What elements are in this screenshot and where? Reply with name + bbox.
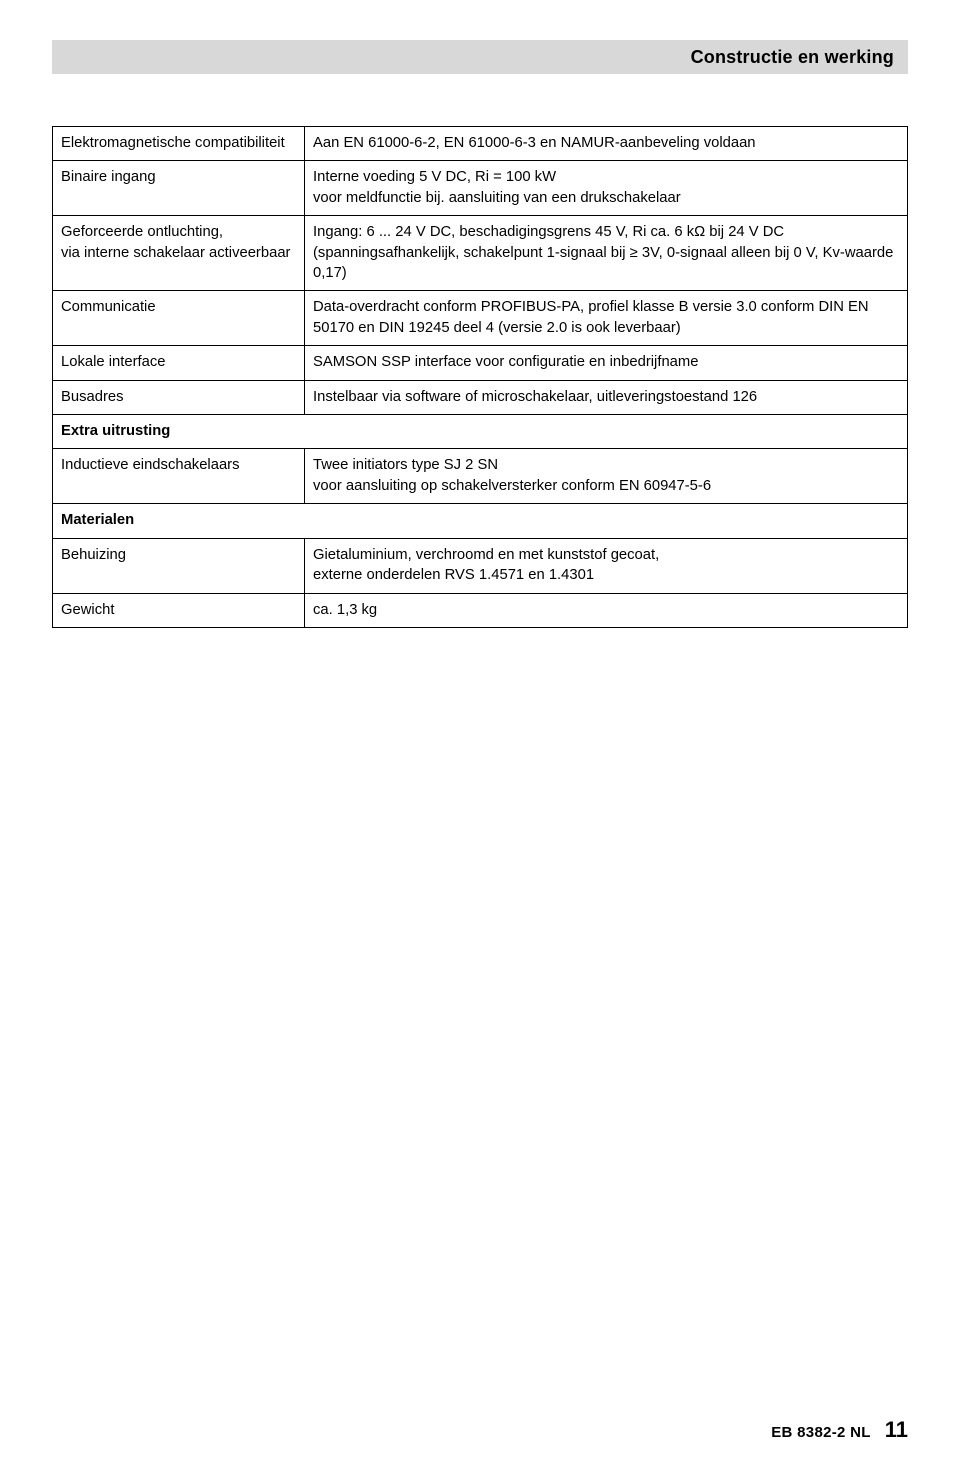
spec-label-cell: Behuizing (53, 538, 305, 593)
spec-value-cell: Interne voeding 5 V DC, Ri = 100 kWvoor … (305, 161, 908, 216)
section-header-band: Constructie en werking (52, 40, 908, 74)
table-row: Extra uitrusting (53, 415, 908, 449)
page-footer: EB 8382-2 NL 11 (771, 1417, 908, 1443)
spec-label-cell: Lokale interface (53, 346, 305, 380)
spec-label-cell: Binaire ingang (53, 161, 305, 216)
table-row: Geforceerde ontluchting,via interne scha… (53, 216, 908, 291)
section-heading-cell: Extra uitrusting (53, 415, 908, 449)
spec-label-cell: Gewicht (53, 593, 305, 627)
table-row: BehuizingGietaluminium, verchroomd en me… (53, 538, 908, 593)
table-row: Elektromagnetische compatibiliteitAan EN… (53, 127, 908, 161)
table-row: Lokale interfaceSAMSON SSP interface voo… (53, 346, 908, 380)
spec-label-cell: Inductieve eindschakelaars (53, 449, 305, 504)
spec-label-cell: Geforceerde ontluchting,via interne scha… (53, 216, 305, 291)
section-heading-cell: Materialen (53, 504, 908, 538)
footer-doc-ref: EB 8382-2 NL (771, 1424, 870, 1441)
spec-value-cell: Gietaluminium, verchroomd en met kunstst… (305, 538, 908, 593)
spec-value-cell: ca. 1,3 kg (305, 593, 908, 627)
table-row: Inductieve eindschakelaarsTwee initiator… (53, 449, 908, 504)
spec-value-cell: Twee initiators type SJ 2 SNvoor aanslui… (305, 449, 908, 504)
footer-page-number: 11 (885, 1417, 908, 1443)
table-row: CommunicatieData-overdracht conform PROF… (53, 291, 908, 346)
spec-value-cell: Data-overdracht conform PROFIBUS-PA, pro… (305, 291, 908, 346)
page-container: Constructie en werking Elektromagnetisch… (0, 0, 960, 1471)
section-title: Constructie en werking (691, 47, 894, 68)
spec-value-cell: Aan EN 61000-6-2, EN 61000-6-3 en NAMUR-… (305, 127, 908, 161)
table-row: Binaire ingangInterne voeding 5 V DC, Ri… (53, 161, 908, 216)
spec-label-cell: Elektromagnetische compatibiliteit (53, 127, 305, 161)
spec-table: Elektromagnetische compatibiliteitAan EN… (52, 126, 908, 628)
spec-value-cell: Instelbaar via software of microschakela… (305, 380, 908, 414)
spec-value-cell: Ingang: 6 ... 24 V DC, beschadigingsgren… (305, 216, 908, 291)
table-row: BusadresInstelbaar via software of micro… (53, 380, 908, 414)
table-row: Gewichtca. 1,3 kg (53, 593, 908, 627)
spec-value-cell: SAMSON SSP interface voor configuratie e… (305, 346, 908, 380)
table-row: Materialen (53, 504, 908, 538)
spec-label-cell: Communicatie (53, 291, 305, 346)
spec-label-cell: Busadres (53, 380, 305, 414)
